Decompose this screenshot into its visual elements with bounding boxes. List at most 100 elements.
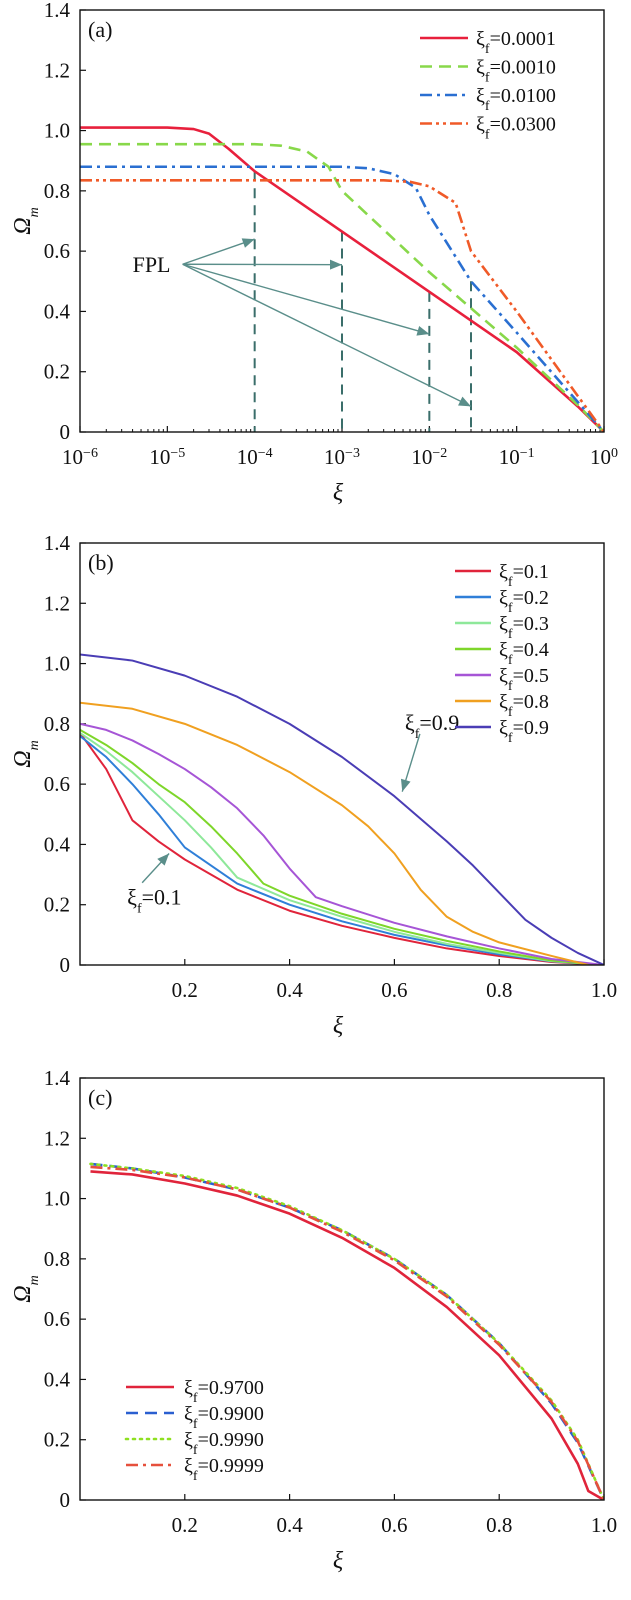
plot-frame [79,1077,605,1501]
legend-label: ξf=0.9700 [184,1377,264,1406]
x-tick-label: 0.2 [172,1513,198,1537]
y-tick-label: 0.8 [44,179,70,203]
x-tick-label: 10−2 [411,445,447,469]
series-line [80,735,604,965]
annotation-arrow-head [241,238,255,248]
annotation-arrow-head [400,778,411,792]
annotation-arrow-line [182,238,255,265]
plot-frame [79,9,605,433]
series-line [80,165,604,432]
y-tick-label: 0 [60,420,71,444]
panel-label: (a) [88,17,112,42]
x-tick-label: 1.0 [591,978,617,1002]
y-tick-label: 0.2 [44,893,70,917]
y-tick-label: 1.0 [44,119,70,143]
legend-label: ξf=0.0300 [476,114,556,143]
x-tick-label: 1.0 [591,1513,617,1537]
series-line [80,179,604,432]
panel-b: 0 0.2 0.4 0.6 0.8 1.0 1.2 1.4 0.2 0.4 0.6 0.8 1.0 ξf=… [10,531,617,1039]
y-axis-label: Ωm [10,207,42,234]
panel-c: 0 0.2 0.4 0.6 0.8 1.0 1.2 1.4 0.2 0.4 0.6 0.8 1.0 (c)… [10,1066,617,1574]
x-tick-label: 0.8 [486,1513,512,1537]
series-line [80,722,604,965]
y-tick-label: 1.2 [44,1126,70,1150]
x-axis-label: ξ [333,1013,344,1039]
x-tick-label: 10−4 [237,445,273,469]
y-tick-label: 1.0 [44,1187,70,1211]
x-tick-label: 0.8 [486,978,512,1002]
annotation-arrow-head [416,325,430,336]
x-axis-label: ξ [333,480,344,506]
series-line [90,1165,604,1500]
x-tick-label: 0.2 [172,978,198,1002]
series-line [80,729,604,965]
legend-label: ξf=0.9999 [184,1455,264,1484]
y-tick-label: 0.2 [44,360,70,384]
series-line [80,126,604,432]
legend-label: ξf=0.9 [499,717,549,746]
series-line [80,732,604,965]
legend-label: ξf=0.1 [499,561,549,590]
y-tick-label: 0.6 [44,772,70,796]
annotation-arrow-line [182,263,472,408]
y-tick-label: 0.4 [44,832,71,856]
annotation-arrow-line [182,263,430,335]
y-tick-label: 1.0 [44,652,70,676]
x-tick-label: 0.6 [381,1513,407,1537]
legend-label: ξf=0.0100 [476,85,556,114]
series-line [80,732,604,965]
y-tick-label: 1.2 [44,591,70,615]
y-axis-label: Ωm [10,740,42,767]
annotation-text: ξf=0.9 [405,710,459,742]
legend-label: ξf=0.5 [499,665,549,694]
x-tick-label: 10−6 [62,445,98,469]
y-tick-label: 0.8 [44,1247,70,1271]
y-tick-label: 0.2 [44,1428,70,1452]
legend: ξf=0.1ξf=0.2ξf=0.3ξf=0.4ξf=0.5ξf=0.8ξf=0… [455,561,549,746]
x-tick-label: 0.4 [276,978,303,1002]
y-tick-label: 0 [60,1488,71,1512]
y-tick-label: 1.4 [44,531,71,555]
annotation-arrow-head [157,853,170,866]
y-tick-label: 1.2 [44,58,70,82]
x-tick-label: 0.4 [276,1513,303,1537]
legend-label: ξf=0.0010 [476,57,556,86]
annotation-text: FPL [133,252,171,277]
y-tick-label: 0.6 [44,239,70,263]
y-axis-label: Ωm [10,1275,42,1302]
series-line [90,1170,604,1500]
legend-label: ξf=0.3 [499,613,549,642]
y-tick-label: 0.4 [44,299,71,323]
legend-label: ξf=0.2 [499,587,549,616]
y-tick-label: 0.8 [44,712,70,736]
y-tick-label: 1.4 [44,1066,71,1090]
y-tick-label: 0 [60,953,71,977]
panel-label: (b) [88,550,114,575]
series-line [80,701,589,965]
x-tick-label: 100 [590,445,618,469]
plot-frame [79,542,605,966]
series-line [90,1162,604,1500]
series-line [89,1162,604,1500]
annotation-text: ξf=0.1 [127,885,181,917]
legend-label: ξf=0.9900 [184,1403,264,1432]
annotation-arrow-head [329,259,342,270]
panel-a: 0 0.2 0.4 0.6 0.8 1.0 1.2 1.4 10−6 10−5 10−4 10−3 10… [10,0,618,506]
series-line [80,142,604,432]
legend-label: ξf=0.8 [499,691,549,720]
x-axis-label: ξ [333,1548,344,1574]
legend-label: ξf=0.9990 [184,1429,264,1458]
x-tick-label: 10−3 [324,445,360,469]
panel-label: (c) [88,1085,112,1110]
y-tick-label: 0.4 [44,1367,71,1391]
y-tick-label: 1.4 [44,0,71,22]
legend-label: ξf=0.4 [499,639,549,668]
x-tick-label: 10−1 [499,445,535,469]
legend-label: ξf=0.0001 [476,28,556,57]
annotation-arrow-head [458,396,472,407]
x-tick-label: 0.6 [381,978,407,1002]
y-tick-label: 0.6 [44,1307,70,1331]
